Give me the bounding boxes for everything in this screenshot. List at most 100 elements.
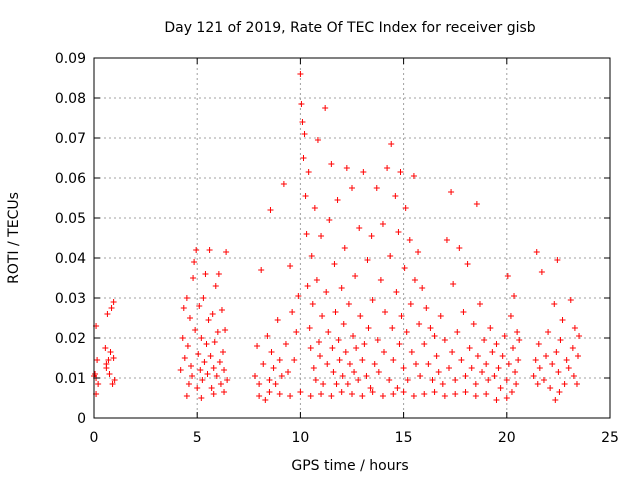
data-point (107, 349, 114, 355)
data-point (388, 141, 395, 147)
data-point (179, 335, 186, 341)
data-point (551, 301, 558, 307)
data-point (379, 393, 386, 399)
data-point (297, 71, 304, 77)
data-point (403, 329, 410, 335)
data-point (340, 321, 347, 327)
data-point (499, 353, 506, 359)
data-point (569, 345, 576, 351)
data-point (304, 283, 311, 289)
data-point (308, 253, 315, 259)
data-point (203, 341, 210, 347)
data-point (503, 377, 510, 383)
data-point (350, 333, 357, 339)
data-point (338, 389, 345, 395)
data-point (504, 273, 511, 279)
data-point (423, 305, 430, 311)
data-point (291, 357, 298, 363)
data-point (382, 309, 389, 315)
data-point (293, 329, 300, 335)
data-point (278, 373, 285, 379)
data-point (407, 301, 414, 307)
data-point (534, 381, 541, 387)
data-point (565, 365, 572, 371)
data-point (185, 381, 192, 387)
data-point (368, 233, 375, 239)
data-point (474, 353, 481, 359)
data-point (326, 217, 333, 223)
data-point (356, 225, 363, 231)
data-point (325, 329, 332, 335)
data-point (183, 393, 190, 399)
data-point (439, 381, 446, 387)
data-point (204, 371, 211, 377)
data-point (495, 365, 502, 371)
data-point (190, 275, 197, 281)
data-point (104, 311, 111, 317)
data-point (95, 381, 102, 387)
data-point (280, 181, 287, 187)
data-point (224, 377, 231, 383)
data-point (470, 321, 477, 327)
data-point (285, 369, 292, 375)
data-point (401, 265, 408, 271)
data-point (210, 391, 217, 397)
data-point (110, 299, 117, 305)
data-point (380, 349, 387, 355)
data-point (406, 237, 413, 243)
data-point (349, 185, 355, 191)
data-point (319, 313, 326, 319)
data-point (258, 267, 265, 273)
data-point (512, 369, 519, 375)
data-point (309, 301, 316, 307)
data-point (493, 397, 500, 403)
data-point (547, 385, 554, 391)
data-point (460, 309, 467, 315)
data-point (493, 341, 500, 347)
data-point (530, 373, 537, 379)
data-point (216, 359, 223, 365)
y-tick-label: 0.01 (55, 371, 86, 387)
data-point (429, 377, 436, 383)
data-point (575, 353, 582, 359)
data-point (557, 337, 564, 343)
data-point (421, 341, 428, 347)
x-tick-label: 25 (601, 430, 619, 446)
data-point (311, 205, 318, 211)
data-point (302, 193, 309, 199)
data-point (177, 367, 184, 373)
data-point (374, 337, 381, 343)
x-tick-label: 5 (193, 430, 202, 446)
data-point (195, 351, 202, 357)
data-point (332, 309, 339, 315)
data-point (419, 285, 426, 291)
data-point (441, 337, 448, 343)
data-point (394, 385, 401, 391)
data-point (287, 263, 294, 269)
data-point (397, 169, 404, 175)
data-point (264, 333, 271, 339)
data-point (535, 341, 542, 347)
data-point (359, 357, 366, 363)
data-point (448, 189, 455, 195)
data-point (103, 361, 110, 367)
data-point (450, 281, 457, 287)
data-point (369, 297, 376, 303)
data-point (220, 349, 226, 355)
data-point (297, 389, 304, 395)
data-point (353, 345, 360, 351)
data-point (571, 325, 578, 331)
data-point (416, 321, 423, 327)
data-point (552, 397, 559, 403)
data-point (554, 257, 561, 263)
data-point (431, 333, 438, 339)
data-point (415, 249, 422, 255)
data-point (223, 249, 230, 255)
data-point (323, 289, 330, 295)
data-point (563, 357, 570, 363)
data-point (317, 353, 324, 359)
plot-frame (93, 57, 611, 419)
data-point (328, 161, 335, 167)
data-point (473, 201, 480, 207)
data-point (352, 273, 359, 279)
